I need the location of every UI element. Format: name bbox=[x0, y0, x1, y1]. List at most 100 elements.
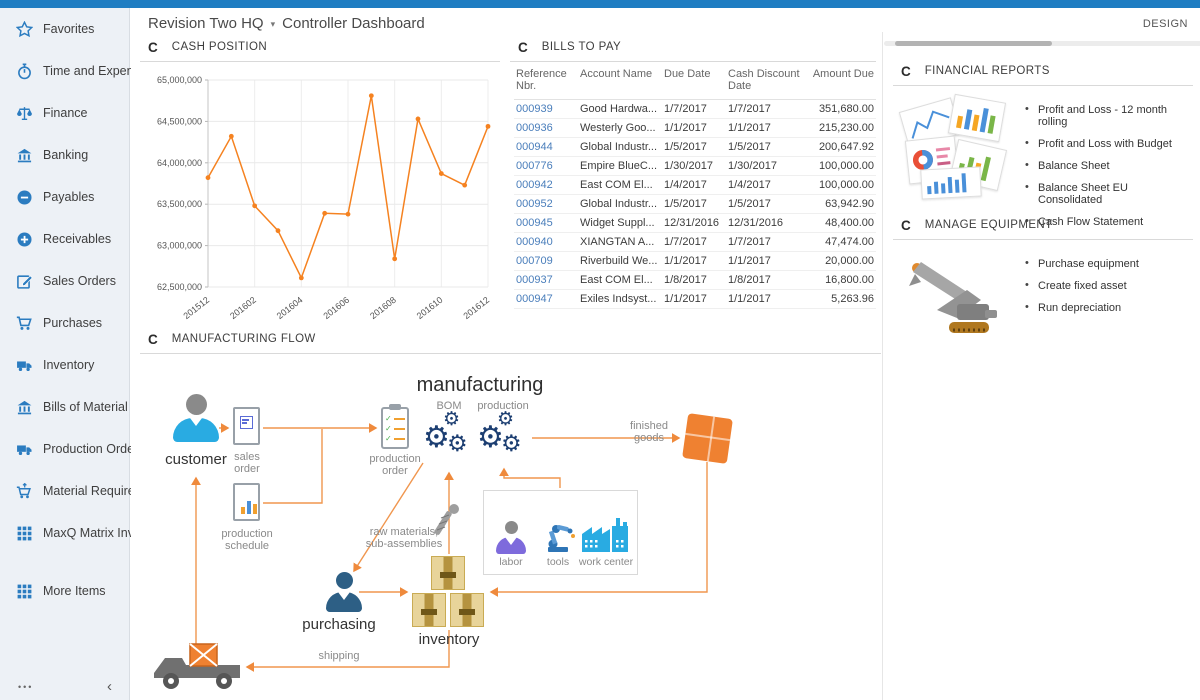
financial-report-link[interactable]: Balance Sheet EU Consolidated bbox=[1025, 181, 1193, 206]
equipment-action-link[interactable]: Run depreciation bbox=[1025, 301, 1139, 314]
sidebar-item-label: Material Requirem... bbox=[43, 484, 156, 498]
bills-column-header[interactable]: Cash Discount Date bbox=[726, 66, 806, 100]
plus-circle-icon bbox=[16, 231, 33, 248]
bill-due-date: 1/30/2017 bbox=[662, 156, 726, 176]
bill-due-date: 1/1/2017 bbox=[662, 118, 726, 138]
work-center-box: labor bbox=[483, 490, 638, 575]
refresh-icon[interactable]: C bbox=[148, 39, 158, 55]
bill-discount-date: 1/1/2017 bbox=[726, 118, 806, 138]
bill-account: Riverbuild We... bbox=[578, 251, 662, 271]
bill-ref-link[interactable]: 000940 bbox=[516, 236, 553, 248]
purchasing-icon bbox=[326, 572, 362, 612]
bill-ref-link[interactable]: 000952 bbox=[516, 198, 553, 210]
shipping-truck-icon bbox=[154, 643, 240, 689]
top-accent-bar bbox=[0, 0, 1200, 8]
svg-text:63,000,000: 63,000,000 bbox=[157, 241, 202, 251]
equipment-action-link[interactable]: Purchase equipment bbox=[1025, 257, 1139, 270]
flow-label-production-order: production order bbox=[369, 453, 421, 477]
bills-row: 000936 Westerly Goo... 1/1/2017 1/1/2017… bbox=[514, 118, 876, 138]
financial-report-link[interactable]: Cash Flow Statement bbox=[1025, 215, 1193, 228]
sidebar-item-time-and-expenses[interactable]: Time and Expenses bbox=[0, 50, 153, 92]
bills-row: 000952 Global Industr... 1/5/2017 1/5/20… bbox=[514, 194, 876, 214]
sidebar-item-maxq-matrix-invent[interactable]: MaxQ Matrix Invent... bbox=[0, 512, 162, 554]
bill-account: Widget Suppl... bbox=[578, 213, 662, 233]
bom-gears-icon: ⚙ ⚙ ⚙ bbox=[423, 408, 468, 457]
sidebar-collapse-icon[interactable]: ‹ bbox=[107, 678, 112, 695]
sidebar-item-label: Time and Expenses bbox=[43, 64, 154, 78]
sidebar-item-receivables[interactable]: Receivables bbox=[0, 218, 129, 260]
bill-account: Good Hardwa... bbox=[578, 99, 662, 119]
bills-row: 000945 Widget Suppl... 12/31/2016 12/31/… bbox=[514, 213, 876, 233]
truck-icon bbox=[16, 357, 33, 374]
flow-label-shipping: shipping bbox=[318, 650, 360, 662]
svg-text:201610: 201610 bbox=[415, 295, 445, 321]
svg-text:201608: 201608 bbox=[368, 295, 398, 321]
bill-ref-link[interactable]: 000776 bbox=[516, 160, 553, 172]
sidebar-more-icon[interactable]: ••• bbox=[18, 682, 34, 692]
bank-icon bbox=[16, 399, 33, 416]
bill-ref-link[interactable]: 000709 bbox=[516, 255, 553, 267]
stopwatch-icon bbox=[16, 62, 33, 80]
manufacturing-flow-diagram: manufacturing BOM production customer sa… bbox=[140, 330, 881, 700]
widget-title: MANUFACTURING FLOW bbox=[171, 333, 316, 345]
bills-row: 000937 East COM El... 1/8/2017 1/8/2017 … bbox=[514, 270, 876, 290]
refresh-icon[interactable]: C bbox=[901, 63, 911, 79]
sidebar-item-finance[interactable]: Finance bbox=[0, 92, 129, 134]
bill-account: East COM El... bbox=[578, 270, 662, 290]
production-order-clipboard-icon: ✓ ✓ ✓ bbox=[381, 407, 409, 449]
equipment-action-link[interactable]: Create fixed asset bbox=[1025, 279, 1139, 292]
svg-text:201612: 201612 bbox=[461, 295, 491, 321]
bill-ref-link[interactable]: 000945 bbox=[516, 217, 553, 229]
sidebar-item-bills-of-material[interactable]: Bills of Material bbox=[0, 386, 129, 428]
bill-ref-link[interactable]: 000936 bbox=[516, 122, 553, 134]
sidebar-item-inventory[interactable]: Inventory bbox=[0, 344, 129, 386]
sidebar-item-production-orders[interactable]: Production Orders bbox=[0, 428, 144, 470]
company-selector[interactable]: Revision Two HQ bbox=[148, 15, 264, 32]
sidebar-item-material-requirem[interactable]: Material Requirem... bbox=[0, 470, 156, 512]
horizontal-scrollbar bbox=[884, 41, 1200, 46]
sidebar-item-banking[interactable]: Banking bbox=[0, 134, 129, 176]
bill-ref-link[interactable]: 000942 bbox=[516, 179, 553, 191]
sales-order-doc-icon bbox=[233, 407, 260, 445]
financial-report-link[interactable]: Profit and Loss - 12 month rolling bbox=[1025, 103, 1193, 128]
bill-ref-link[interactable]: 000939 bbox=[516, 103, 553, 115]
refresh-icon[interactable]: C bbox=[901, 217, 911, 233]
financial-report-links: Profit and Loss - 12 month rolling Profit… bbox=[1025, 103, 1193, 238]
sidebar-item-payables[interactable]: Payables bbox=[0, 176, 129, 218]
bills-column-header[interactable]: Account Name bbox=[578, 66, 662, 100]
scrollbar-thumb[interactable] bbox=[895, 41, 1052, 46]
refresh-icon[interactable]: C bbox=[148, 331, 158, 347]
financial-report-link[interactable]: Profit and Loss with Budget bbox=[1025, 137, 1193, 150]
sidebar-item-more-items[interactable]: More Items bbox=[0, 570, 129, 612]
bills-column-header[interactable]: Reference Nbr. bbox=[514, 66, 578, 100]
sidebar-item-favorites[interactable]: Favorites bbox=[0, 8, 129, 50]
svg-text:201512: 201512 bbox=[181, 295, 211, 321]
bill-account: XIANGTAN A... bbox=[578, 232, 662, 252]
bill-account: Westerly Goo... bbox=[578, 118, 662, 138]
chevron-down-icon[interactable]: ▾ bbox=[270, 19, 276, 30]
bill-ref-link[interactable]: 000947 bbox=[516, 293, 553, 305]
pencil-square-icon bbox=[16, 273, 33, 290]
sidebar-item-label: Inventory bbox=[43, 358, 95, 372]
flow-label-inventory: inventory bbox=[418, 631, 480, 648]
work-center-factory-icon: work center bbox=[578, 516, 634, 568]
bill-ref-link[interactable]: 000944 bbox=[516, 141, 553, 153]
sidebar-item-purchases[interactable]: Purchases bbox=[0, 302, 129, 344]
bills-column-header[interactable]: Due Date bbox=[662, 66, 726, 100]
bill-account: Global Industr... bbox=[578, 137, 662, 157]
sidebar-item-sales-orders[interactable]: Sales Orders bbox=[0, 260, 129, 302]
design-button[interactable]: DESIGN bbox=[1142, 18, 1188, 30]
bills-column-header[interactable]: Amount Due bbox=[806, 66, 876, 100]
financial-report-link[interactable]: Balance Sheet bbox=[1025, 159, 1193, 172]
flow-label-manufacturing: manufacturing bbox=[416, 374, 544, 396]
bill-ref-link[interactable]: 000937 bbox=[516, 274, 553, 286]
bill-amount: 351,680.00 bbox=[806, 99, 876, 119]
refresh-icon[interactable]: C bbox=[518, 39, 528, 55]
sidebar-item-label: Sales Orders bbox=[43, 274, 116, 288]
widget-title: CASH POSITION bbox=[171, 41, 268, 53]
equipment-links: Purchase equipment Create fixed asset Run … bbox=[1025, 257, 1139, 338]
bill-amount: 200,647.92 bbox=[806, 137, 876, 157]
bill-discount-date: 1/1/2017 bbox=[726, 251, 806, 271]
tools-robot-icon: tools bbox=[536, 516, 580, 568]
